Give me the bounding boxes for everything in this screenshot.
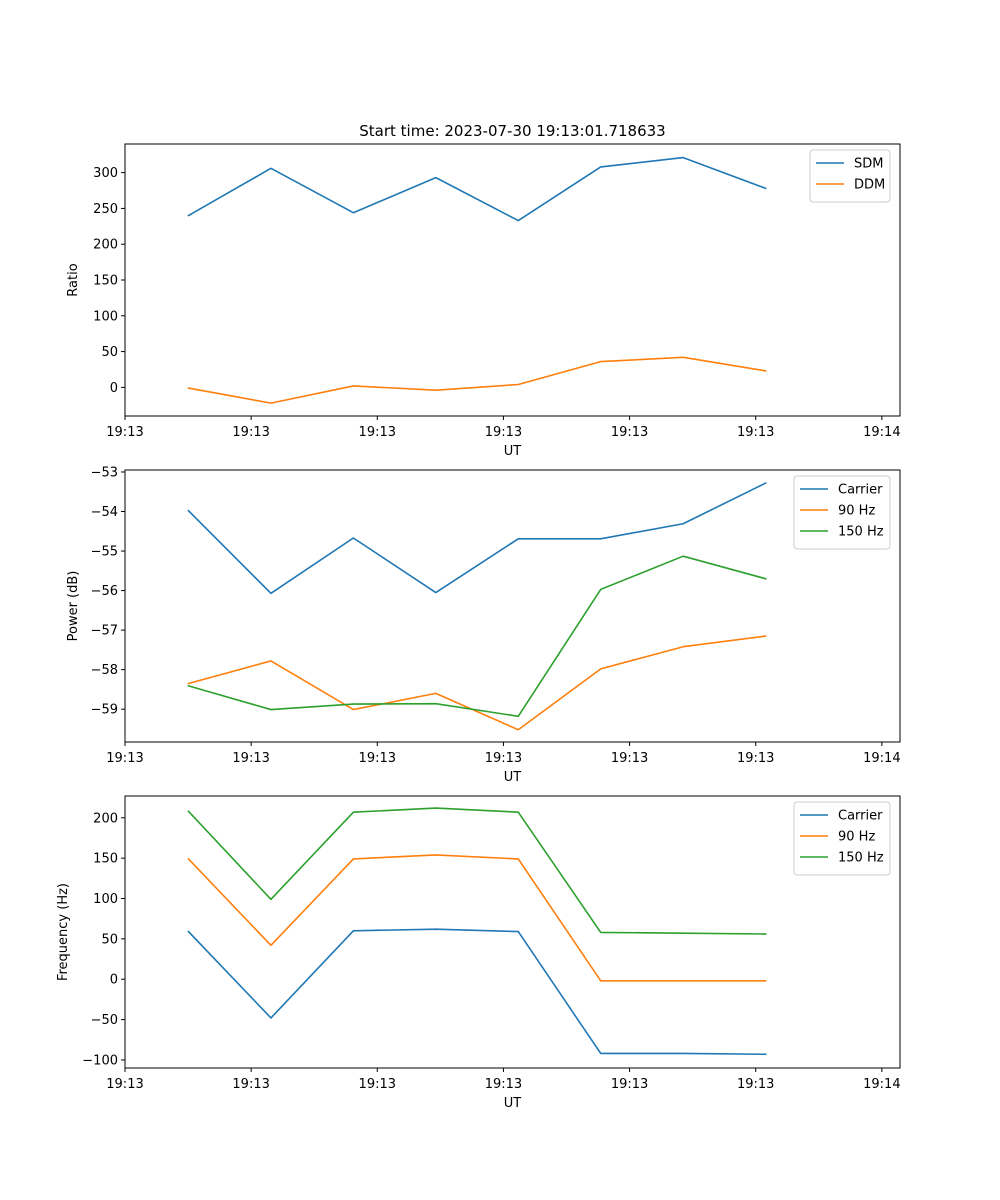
x-tick-label: 19:13	[485, 1077, 522, 1092]
series-line-carrier	[187, 928, 767, 1056]
y-tick-label: 250	[93, 202, 118, 217]
series-line-carrier	[187, 481, 767, 595]
x-tick-label: 19:13	[359, 1077, 396, 1092]
chart-panel-2: −59 −58 −57 −56 −55 −54 −53 19:13 19:13 19:13 19:1…	[66, 465, 901, 785]
y-tick-label: −59	[91, 703, 118, 718]
legend-entry: SDM	[854, 157, 883, 172]
x-tick-label: 19:13	[611, 1077, 648, 1092]
y-axis-label: Power (dB)	[66, 571, 81, 642]
y-tick-label: −53	[91, 465, 118, 480]
y-tick-label: 0	[110, 381, 118, 396]
chart-title: Start time: 2023-07-30 19:13:01.718633	[359, 122, 665, 140]
legend-entry: Carrier	[838, 809, 883, 824]
chart-panel-3: −100 −50 0 50 100 150 200 19:13 19:13 19:13 19:13 1…	[56, 795, 901, 1111]
y-tick-label: −100	[82, 1053, 118, 1068]
y-tick-label: 50	[101, 932, 118, 947]
legend: Carrier 90 Hz 150 Hz	[793, 475, 891, 550]
legend-entry: Carrier	[838, 483, 883, 498]
y-tick-label: 150	[93, 852, 118, 867]
y-tick-label: −50	[91, 1013, 118, 1028]
x-axis-label: UT	[504, 444, 522, 459]
y-tick-label: 50	[101, 345, 118, 360]
x-tick-label: 19:13	[737, 751, 774, 766]
series-line-150-hz	[187, 555, 767, 718]
x-tick-label: 19:13	[359, 425, 396, 440]
x-tick-label: 19:13	[106, 1077, 143, 1092]
legend-entry: 90 Hz	[838, 504, 875, 519]
x-axis-label: UT	[504, 1096, 522, 1111]
x-tick-label: 19:13	[485, 425, 522, 440]
x-tick-label: 19:13	[737, 1077, 774, 1092]
x-tick-label: 19:13	[106, 425, 143, 440]
x-tick-label: 19:13	[611, 751, 648, 766]
x-tick-label: 19:14	[863, 1077, 900, 1092]
chart-panel-1: 0 50 100 150 200 250 300 19:13 19:13 19:13 19:13 19…	[66, 122, 901, 459]
legend-entry: 150 Hz	[838, 851, 884, 866]
x-tick-label: 19:13	[485, 751, 522, 766]
series-line-90-hz	[187, 854, 767, 982]
series-line-ddm	[187, 356, 767, 404]
legend-entry: DDM	[854, 178, 885, 193]
series-line-sdm	[187, 156, 767, 222]
x-tick-label: 19:13	[737, 425, 774, 440]
legend-entry: 90 Hz	[838, 830, 875, 845]
x-tick-label: 19:13	[232, 751, 269, 766]
y-tick-label: 200	[93, 238, 118, 253]
legend-entry: 150 Hz	[838, 525, 884, 540]
x-tick-label: 19:13	[611, 425, 648, 440]
series-line-90-hz	[187, 635, 767, 731]
legend: Carrier 90 Hz 150 Hz	[793, 801, 891, 876]
y-axis-label: Frequency (Hz)	[56, 883, 71, 981]
y-tick-label: 150	[93, 274, 118, 289]
y-axis-label: Ratio	[66, 263, 81, 296]
x-tick-label: 19:14	[863, 425, 900, 440]
plot-area-frame	[124, 469, 901, 743]
x-tick-label: 19:14	[863, 751, 900, 766]
y-tick-label: −57	[91, 624, 118, 639]
y-tick-label: −54	[91, 505, 118, 520]
x-tick-label: 19:13	[232, 1077, 269, 1092]
plot-area-frame	[124, 795, 901, 1069]
legend: SDM DDM	[809, 149, 891, 203]
y-tick-label: 100	[93, 309, 118, 324]
x-tick-label: 19:13	[232, 425, 269, 440]
y-tick-label: −55	[91, 545, 118, 560]
x-axis-label: UT	[504, 770, 522, 785]
y-tick-label: −56	[91, 584, 118, 599]
y-tick-label: 0	[110, 973, 118, 988]
series-line-150-hz	[187, 807, 767, 935]
y-tick-label: 200	[93, 811, 118, 826]
x-tick-label: 19:13	[359, 751, 396, 766]
y-tick-label: −58	[91, 663, 118, 678]
y-tick-label: 300	[93, 166, 118, 181]
x-tick-label: 19:13	[106, 751, 143, 766]
y-tick-label: 100	[93, 892, 118, 907]
